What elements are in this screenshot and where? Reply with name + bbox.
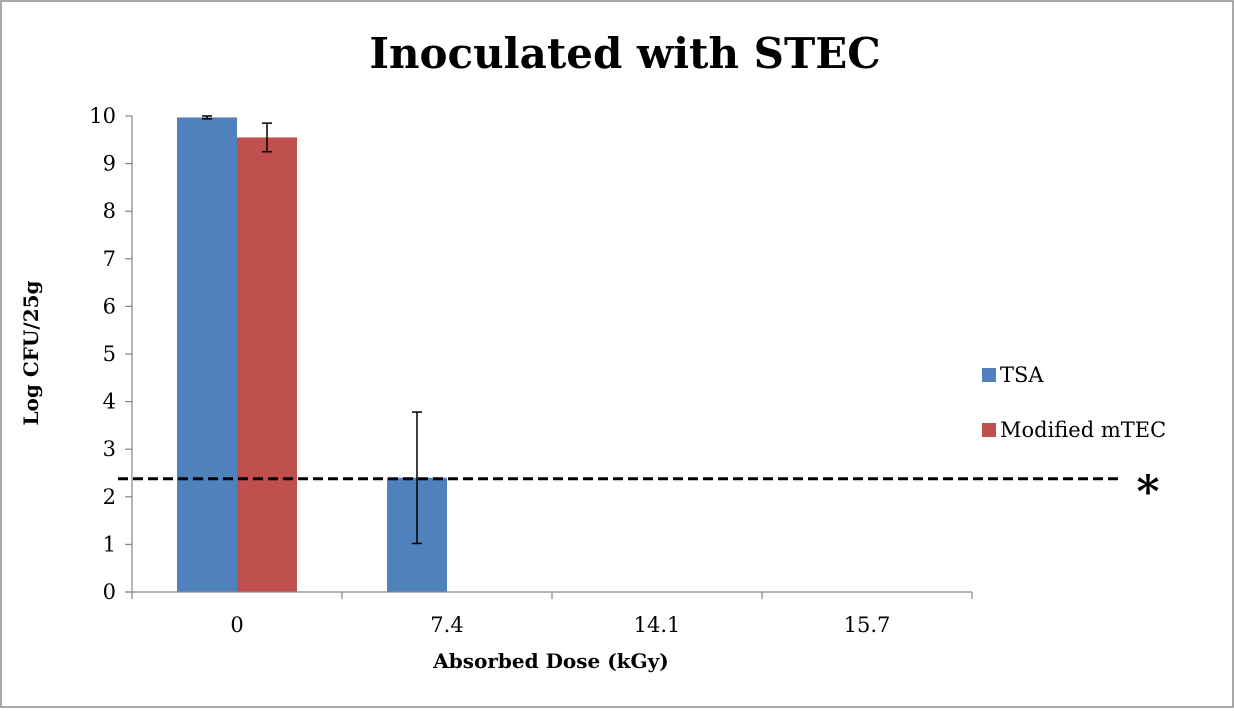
y-tick-label: 7: [103, 247, 116, 271]
y-axis-title: Log CFU/25g: [19, 280, 43, 425]
x-tick-label: 0: [230, 613, 243, 637]
legend-label: TSA: [1000, 363, 1044, 387]
y-tick-label: 8: [103, 199, 116, 223]
bar-tsa: [177, 117, 237, 592]
reference-line-asterisk: *: [1136, 467, 1159, 518]
x-axis-title: Absorbed Dose (kGy): [432, 649, 668, 673]
y-tick-label: 6: [103, 294, 116, 318]
x-tick-label: 14.1: [634, 613, 681, 637]
y-tick-label: 5: [103, 342, 116, 366]
y-tick-label: 1: [103, 532, 116, 556]
x-tick-label: 15.7: [844, 613, 891, 637]
plot-area: 0 1 2 3 4 5 6 7 8 9 10 0 7.4 14.1 15.7 *: [89, 104, 1159, 637]
x-tick-label: 7.4: [430, 613, 463, 637]
legend: TSA Modified mTEC: [982, 363, 1166, 442]
legend-swatch: [982, 368, 996, 382]
legend-swatch: [982, 423, 996, 437]
y-tick-label: 10: [89, 104, 116, 128]
y-tick-label: 2: [103, 485, 116, 509]
legend-label: Modified mTEC: [1000, 418, 1166, 442]
y-tick-label: 0: [103, 580, 116, 604]
y-tick-label: 9: [103, 152, 116, 176]
y-tick-label: 4: [103, 390, 116, 414]
bar-modified-mtec: [237, 137, 297, 593]
y-tick-label: 3: [103, 437, 116, 461]
chart-title: Inoculated with STEC: [369, 29, 880, 78]
